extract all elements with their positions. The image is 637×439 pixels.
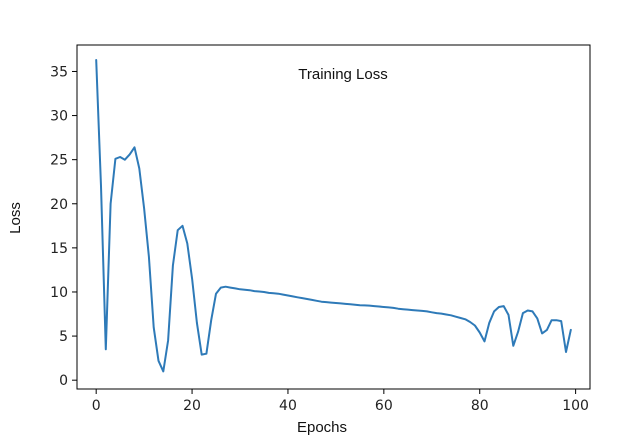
y-tick-label: 20 [50,197,68,213]
y-tick-label: 5 [59,329,68,345]
x-axis: 0 20 40 60 80 100 [92,389,589,414]
training-loss-line [95,59,572,373]
chart-title: Training Loss [298,66,388,83]
x-tick-label: 100 [562,398,589,414]
x-tick-label: 40 [279,398,297,414]
y-tick-label: 0 [59,373,68,389]
x-tick-label: 20 [183,398,201,414]
y-tick-label: 30 [50,109,68,125]
x-tick-label: 80 [471,398,489,414]
y-tick-label: 25 [50,153,68,169]
series-layer [95,59,572,373]
y-tick-label: 10 [50,285,68,301]
x-axis-label: Epochs [297,419,347,436]
y-tick-label: 15 [50,241,68,257]
x-tick-label: 0 [92,398,101,414]
y-tick-label: 35 [50,64,68,80]
plot-frame [76,44,591,390]
y-axis-label: Loss [7,202,24,234]
x-tick-label: 60 [375,398,393,414]
y-axis: 0 5 10 15 20 25 30 35 [50,64,77,389]
plot-area [76,44,591,390]
